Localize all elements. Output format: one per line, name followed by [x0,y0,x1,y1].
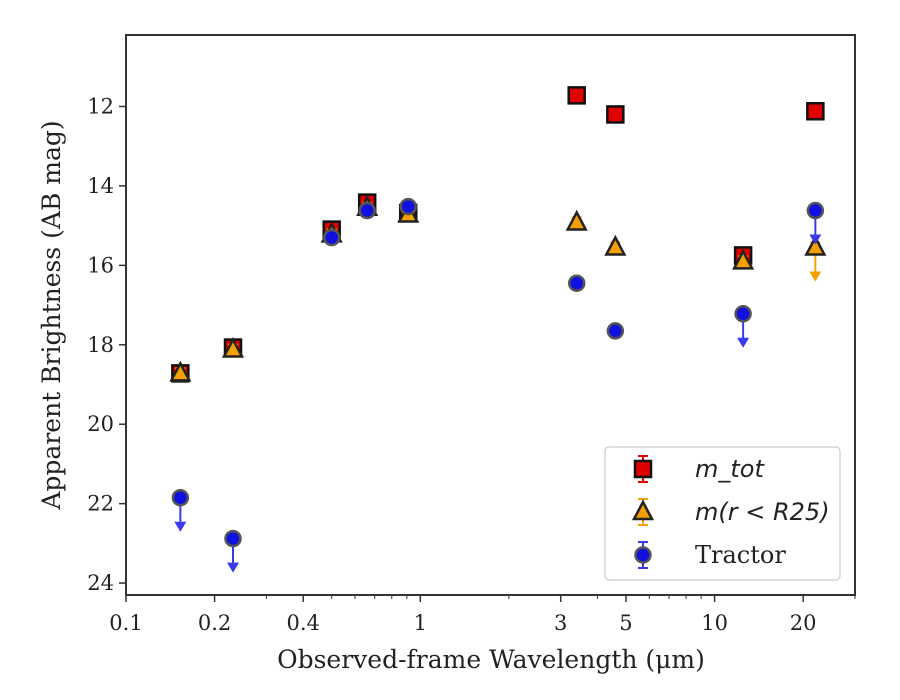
axes: 0.1 0.2 0.4 1 3 5 10 20 12 14 16 18 20 22 24 [87,34,856,635]
x-tick-label: 0.2 [198,611,231,635]
series-triangle [169,195,827,382]
y-tick-label: 18 [87,333,114,357]
x-tick-label: 0.1 [109,611,142,635]
y-axis-label: Apparent Brightness (AB mag) [37,120,66,510]
data-point-circle [322,228,341,247]
legend-box [604,446,841,581]
y-tick-label: 20 [87,412,114,436]
y-tick-label: 16 [87,253,114,277]
x-tick-label: 10 [701,611,728,635]
x-tick-label: 20 [790,611,817,635]
x-tick-label: 3 [554,611,567,635]
data-point-triangle [221,336,245,358]
series-circle [171,197,825,573]
legend-marker-circle [634,546,652,564]
data-point-square [567,86,586,105]
plot-frame [125,34,856,596]
x-tick-label: 0.4 [286,611,319,635]
y-tick-label: 12 [87,94,114,118]
legend-marker-square [633,459,653,479]
legend: m_tot m(r < R25) Tractor [604,446,841,581]
data-point-square [806,102,825,121]
x-tick-label: 5 [619,611,632,635]
upper-limit-arrow-head [174,521,187,532]
data-point-square [606,105,625,124]
y-tick-label: 22 [87,492,114,516]
data-marks [169,86,827,573]
legend-marker-triangle [631,499,655,521]
legend-entry: m(r < R25) [631,498,830,526]
data-point-circle [171,488,190,507]
y-tick-label: 24 [87,571,114,595]
upper-limit-arrow-head [809,234,822,245]
data-point-triangle [732,248,755,270]
data-point-circle [399,197,417,216]
legend-label: Tractor [695,541,786,569]
data-point-circle [734,305,752,323]
data-point-triangle [604,234,627,256]
data-point-triangle [565,209,588,231]
legend-entry: m_tot [633,455,765,483]
upper-limit-arrow-head [227,562,240,573]
upper-limit-arrow-head [737,337,750,348]
legend-entry: Tractor [634,541,786,569]
x-tick-label: 1 [414,611,427,635]
data-point-circle [567,274,586,292]
data-point-circle [358,201,376,220]
data-point-circle [224,529,242,548]
data-point-triangle [804,234,827,256]
x-axis-label: Observed-frame Wavelength (μm) [277,645,705,674]
data-point-circle [806,201,825,220]
upper-limit-arrow-head [809,271,822,282]
series-square [171,86,825,383]
legend-label: m(r < R25) [695,498,830,526]
data-point-circle [606,322,625,340]
legend-label: m_tot [695,455,765,483]
y-tick-label: 14 [87,174,114,198]
data-point-triangle [169,360,192,382]
